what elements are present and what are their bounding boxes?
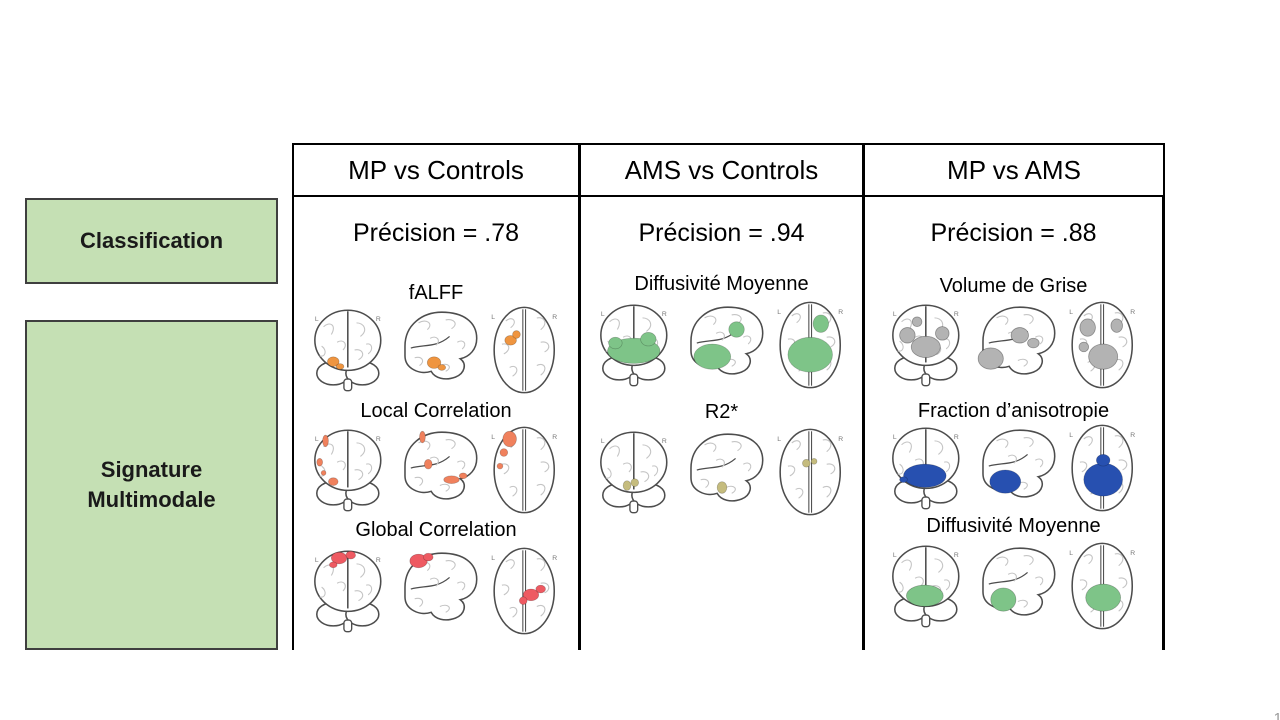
results-table-header: MP vs Controls AMS vs Controls MP vs AMS (292, 143, 1165, 197)
signature-label-line1: Signature (100, 457, 203, 483)
brain-figure-diffusivite-moyenne-2 (888, 539, 1140, 633)
modality-label-diffusivite-moyenne-2: Diffusivité Moyenne (926, 515, 1101, 537)
precision-value: Précision = .78 (352, 219, 520, 247)
modality-label-local-correlation: Local Correlation (360, 400, 512, 422)
column-mp-vs-controls: Précision = .78 fALFF Local Correlation (292, 197, 578, 650)
header-cell-mp-vs-ams: MP vs AMS (862, 145, 1163, 195)
column-mp-vs-ams: Précision = .88 Volume de Grise Fraction… (862, 197, 1165, 650)
precision-value: Précision = .94 (638, 219, 805, 247)
activation-blobs (327, 330, 521, 371)
results-table-body: Précision = .78 fALFF Local Correlation (292, 197, 1165, 650)
activation-blobs (606, 314, 833, 373)
header-cell-ams-vs-controls: AMS vs Controls (578, 145, 862, 195)
modality-label-diffusivite-moyenne: Diffusivité Moyenne (634, 273, 809, 295)
brain-figure-r2star (596, 425, 848, 519)
activation-blobs (316, 430, 517, 486)
activation-blobs (329, 550, 546, 605)
brain-figure-fraction-anisotropie (888, 421, 1140, 515)
activation-blobs (898, 454, 1123, 497)
slide-page-number: 1 (1273, 710, 1280, 720)
brain-figure-diffusivite-moyenne (596, 298, 848, 392)
column-ams-vs-controls: Précision = .94 Diffusivité Moyenne R2* (578, 197, 862, 650)
classification-label: Classification (79, 228, 224, 254)
classification-box: Classification (25, 198, 278, 284)
modality-label-falff: fALFF (408, 282, 464, 304)
brain-figure-falff (310, 303, 562, 397)
brain-figure-local-correlation (310, 423, 562, 517)
activation-blobs (622, 458, 817, 494)
brain-figure-global-correlation (310, 544, 562, 638)
signature-multimodale-box: Signature Multimodale (25, 320, 278, 650)
header-cell-mp-vs-controls: MP vs Controls (348, 154, 524, 185)
modality-label-r2star: R2* (704, 401, 739, 423)
activation-blobs (905, 583, 1121, 612)
activation-blobs (898, 316, 1123, 370)
precision-value: Précision = .88 (930, 219, 1097, 247)
modality-label-global-correlation: Global Correlation (355, 519, 517, 541)
modality-label-volume-de-grise: Volume de Grise (939, 275, 1088, 297)
modality-label-fraction-anisotropie: Fraction d’anisotropie (917, 400, 1110, 422)
brain-figure-volume-de-grise (888, 298, 1140, 392)
signature-label-line2: Multimodale (87, 487, 216, 512)
